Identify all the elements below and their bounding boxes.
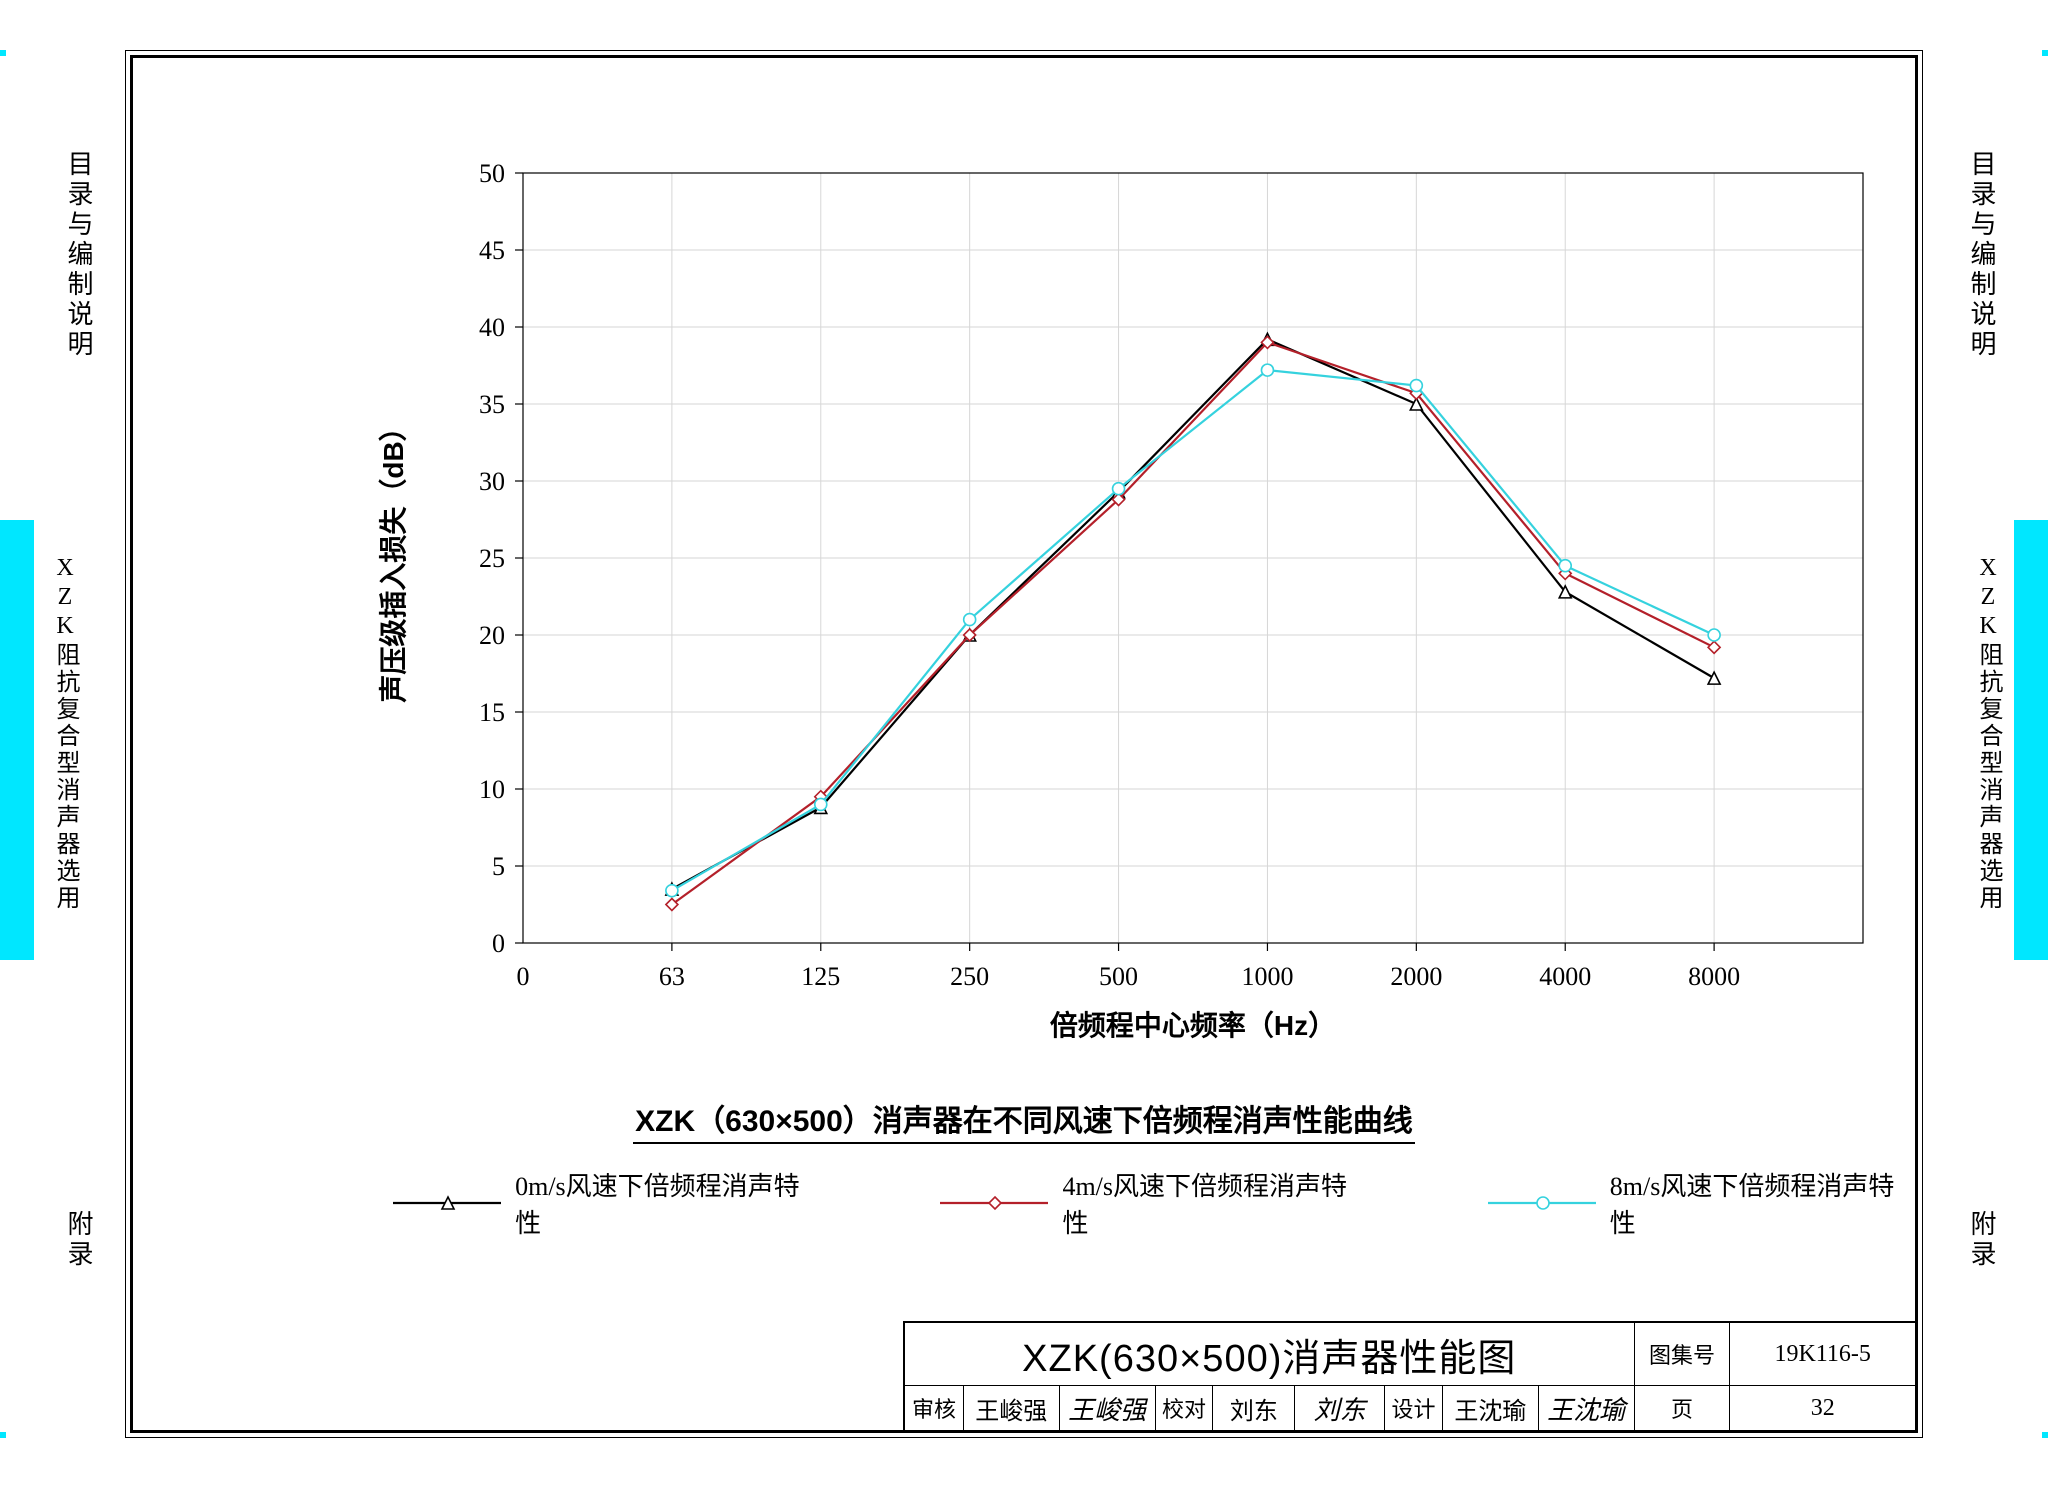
chart-svg: 0510152025303540455006312525050010002000…: [333, 163, 1933, 1113]
design-label: 设计: [1384, 1386, 1442, 1430]
svg-text:500: 500: [1099, 962, 1138, 991]
svg-text:15: 15: [479, 698, 505, 727]
reg-bar-left-bottom: [0, 1432, 6, 1438]
page-label: 页: [1634, 1386, 1730, 1430]
side-label-left-mid: XZK阻抗复合型消声器选用: [48, 555, 83, 912]
reg-bar-left-band: [0, 520, 34, 960]
chart: 0510152025303540455006312525050010002000…: [333, 163, 1933, 1113]
svg-text:250: 250: [950, 962, 989, 991]
svg-text:10: 10: [479, 775, 505, 804]
svg-text:2000: 2000: [1390, 962, 1442, 991]
svg-text:0: 0: [492, 929, 505, 958]
checker-sig: 刘东: [1294, 1386, 1384, 1430]
legend-item: 4m/s风速下倍频程消声特性: [940, 1166, 1367, 1240]
svg-text:63: 63: [659, 962, 685, 991]
reg-bar-right-bottom: [2042, 1432, 2048, 1438]
page: 目录与编制说明 XZK阻抗复合型消声器选用 附录 目录与编制说明 XZK阻抗复合…: [0, 0, 2048, 1488]
svg-text:40: 40: [479, 313, 505, 342]
side-label-right-bottom: 附录: [1963, 1210, 2000, 1270]
legend-label: 8m/s风速下倍频程消声特性: [1610, 1166, 1915, 1240]
check-label: 校对: [1155, 1386, 1213, 1430]
svg-text:声压级插入损失（dB）: 声压级插入损失（dB）: [377, 413, 409, 702]
set-no: 19K116-5: [1729, 1323, 1915, 1385]
page-no: 32: [1729, 1386, 1915, 1430]
chart-caption: XZK（630×500）消声器在不同风速下倍频程消声性能曲线: [133, 1096, 1915, 1140]
legend: 0m/s风速下倍频程消声特性 4m/s风速下倍频程消声特性 8m/s风速下倍频程消声…: [393, 1166, 1915, 1240]
svg-text:25: 25: [479, 544, 505, 573]
legend-item: 8m/s风速下倍频程消声特性: [1488, 1166, 1915, 1240]
review-label: 审核: [905, 1386, 963, 1430]
set-no-label: 图集号: [1634, 1323, 1730, 1385]
doc-title: XZK(630×500)消声器性能图: [905, 1323, 1634, 1385]
chart-caption-text: XZK（630×500）消声器在不同风速下倍频程消声性能曲线: [633, 1105, 1415, 1144]
svg-text:8000: 8000: [1688, 962, 1740, 991]
reviewer-sig: 王峻强: [1059, 1386, 1155, 1430]
svg-text:5: 5: [492, 852, 505, 881]
svg-text:35: 35: [479, 390, 505, 419]
reg-bar-left-top: [0, 50, 6, 56]
legend-label: 4m/s风速下倍频程消声特性: [1062, 1166, 1367, 1240]
side-label-right-top: 目录与编制说明: [1963, 150, 2000, 360]
svg-text:4000: 4000: [1539, 962, 1591, 991]
side-label-right-mid: XZK阻抗复合型消声器选用: [1971, 555, 2006, 912]
reg-bar-right-band: [2014, 520, 2048, 960]
designer-sig: 王沈瑜: [1538, 1386, 1634, 1430]
svg-text:45: 45: [479, 236, 505, 265]
side-label-left-top: 目录与编制说明: [60, 150, 97, 360]
side-label-left-bottom: 附录: [60, 1210, 97, 1270]
drawing-frame: 0510152025303540455006312525050010002000…: [130, 55, 1918, 1433]
svg-text:1000: 1000: [1241, 962, 1293, 991]
reg-bar-right-top: [2042, 50, 2048, 56]
svg-text:30: 30: [479, 467, 505, 496]
svg-text:125: 125: [801, 962, 840, 991]
designer: 王沈瑜: [1442, 1386, 1538, 1430]
svg-text:50: 50: [479, 163, 505, 188]
svg-text:20: 20: [479, 621, 505, 650]
svg-text:倍频程中心频率（Hz）: 倍频程中心频率（Hz）: [1050, 1009, 1336, 1041]
checker: 刘东: [1212, 1386, 1294, 1430]
title-block: XZK(630×500)消声器性能图 图集号 19K116-5 审核 王峻强 王…: [903, 1321, 1915, 1430]
legend-label: 0m/s风速下倍频程消声特性: [515, 1166, 820, 1240]
svg-text:0: 0: [517, 962, 530, 991]
reviewer: 王峻强: [963, 1386, 1059, 1430]
legend-item: 0m/s风速下倍频程消声特性: [393, 1166, 820, 1240]
